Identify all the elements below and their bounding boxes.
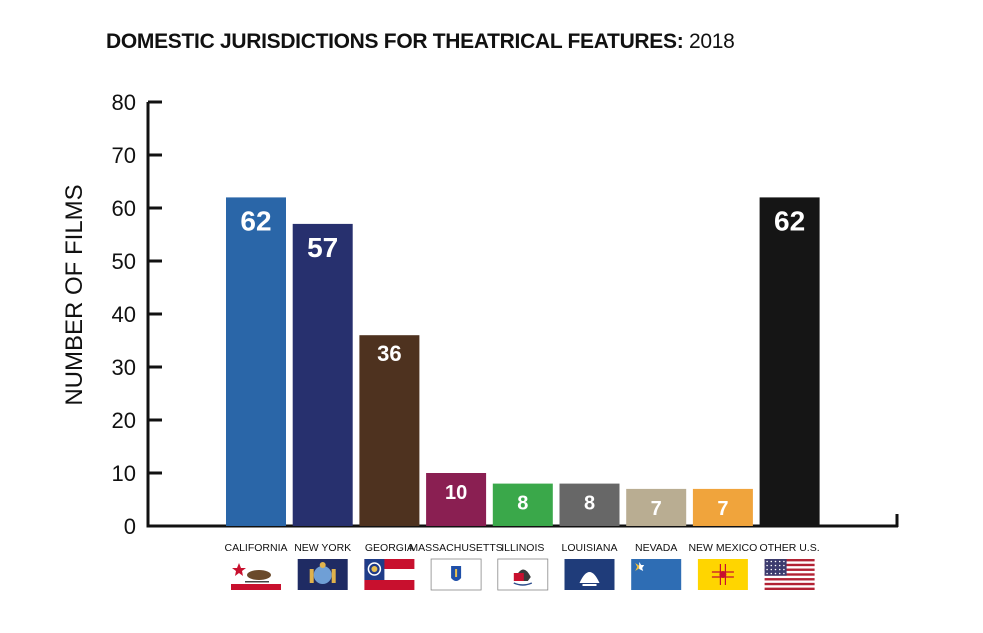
category-label: NEW YORK (294, 542, 351, 554)
new-york-flag (297, 559, 348, 590)
bar (492, 483, 553, 526)
y-tick-label: 60 (112, 196, 136, 221)
y-axis-label: NUMBER OF FILMS (61, 184, 88, 405)
bar-value-label: 8 (517, 493, 528, 515)
category-label: LOUISIANA (561, 542, 617, 554)
category-label: ILLINOIS (501, 542, 544, 554)
new-mexico-flag (697, 559, 748, 590)
bar-value-label: 7 (651, 498, 662, 520)
category-label: NEW MEXICO (688, 542, 757, 554)
illinois-flag (497, 558, 549, 591)
nevada-flag (631, 559, 682, 590)
y-tick-label: 40 (112, 302, 136, 327)
bar (559, 483, 620, 526)
bars: 62 57 36 10 8 8 7 7 62 (226, 197, 820, 526)
bar-value-label: 57 (307, 232, 338, 263)
bar (626, 488, 687, 526)
category-label: NEVADA (635, 542, 677, 554)
y-tick-label: 70 (112, 143, 136, 168)
category-label: CALIFORNIA (224, 542, 287, 554)
bar-value-label: 36 (377, 341, 401, 366)
chart-title: DOMESTIC JURISDICTIONS FOR THEATRICAL FE… (106, 30, 735, 54)
flags (231, 558, 815, 591)
y-tick-label: 80 (112, 90, 136, 115)
louisiana-flag (564, 559, 615, 590)
bar (426, 473, 487, 526)
bar-value-label: 10 (445, 482, 467, 504)
bar-value-label: 62 (774, 205, 805, 236)
bar-value-label: 8 (584, 493, 595, 515)
y-tick-label: 10 (112, 461, 136, 486)
y-tick-label: 0 (124, 514, 136, 539)
chart-title-main: DOMESTIC JURISDICTIONS FOR THEATRICAL FE… (106, 30, 684, 53)
bar (759, 197, 820, 526)
y-tick-label: 50 (112, 249, 136, 274)
category-label: GEORGIA (365, 542, 414, 554)
bar (292, 223, 353, 526)
category-label: OTHER U.S. (760, 542, 820, 554)
bar (359, 335, 420, 526)
y-tick-label: 20 (112, 408, 136, 433)
bar-value-label: 7 (717, 498, 728, 520)
bar (226, 197, 286, 526)
chart-title-year: 2018 (688, 30, 735, 53)
category-label: MASSACHUSETTS (409, 542, 502, 554)
bar (692, 488, 753, 526)
united-states-flag (764, 559, 815, 590)
y-axis: 0 10 20 30 40 50 60 70 80 (112, 90, 162, 539)
massachusetts-flag (430, 558, 482, 591)
california-flag (231, 559, 281, 590)
bar-value-label: 62 (240, 205, 271, 236)
georgia-flag (364, 559, 415, 590)
y-tick-label: 30 (112, 355, 136, 380)
